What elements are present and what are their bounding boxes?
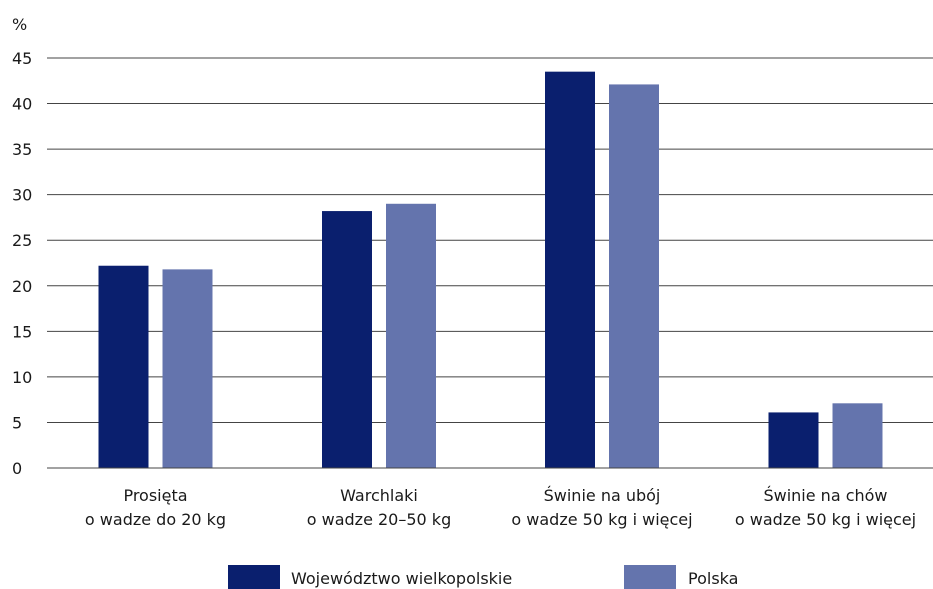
legend-label: Województwo wielkopolskie	[291, 569, 512, 588]
legend-swatch	[624, 565, 676, 589]
bar-polska-1	[386, 203, 436, 468]
legend: Województwo wielkopolskie Polska	[228, 565, 738, 589]
legend-label: Polska	[688, 569, 738, 588]
bar-polska-0	[162, 269, 213, 468]
category-label: o wadze 50 kg i więcej	[511, 510, 692, 529]
y-axis-unit-label: %	[12, 15, 27, 34]
y-tick-label: 30	[12, 186, 32, 205]
category-label: Świnie na chów	[763, 486, 887, 505]
legend-swatch	[228, 565, 280, 589]
bar-polska-3	[832, 403, 883, 468]
y-tick-label: 0	[12, 459, 22, 478]
category-label: o wadze 20–50 kg	[307, 510, 451, 529]
bar-wielkopolskie-2	[545, 71, 595, 469]
bar-wielkopolskie-1	[322, 211, 372, 469]
bar-wielkopolskie-3	[768, 412, 819, 468]
category-label: Świnie na ubój	[544, 486, 661, 505]
y-tick-label: 10	[12, 368, 32, 387]
y-tick-label: 40	[12, 95, 32, 114]
y-tick-label: 5	[12, 413, 22, 432]
category-label: o wadze 50 kg i więcej	[735, 510, 916, 529]
bars	[98, 71, 883, 469]
bar-wielkopolskie-0	[98, 265, 149, 468]
category-label: Prosięta	[123, 486, 187, 505]
category-label: o wadze do 20 kg	[85, 510, 226, 529]
y-tick-label: 25	[12, 231, 32, 250]
y-tick-label: 20	[12, 277, 32, 296]
y-tick-label: 45	[12, 49, 32, 68]
bar-polska-2	[609, 84, 659, 468]
category-labels: Prosięta o wadze do 20 kg Warchlaki o wadze…	[85, 486, 916, 529]
y-tick-label: 15	[12, 322, 32, 341]
y-tick-label: 35	[12, 140, 32, 159]
category-label: Warchlaki	[340, 486, 418, 505]
y-axis-ticks: 0 5 10 15 20 25 30 35 40 45	[12, 49, 32, 478]
